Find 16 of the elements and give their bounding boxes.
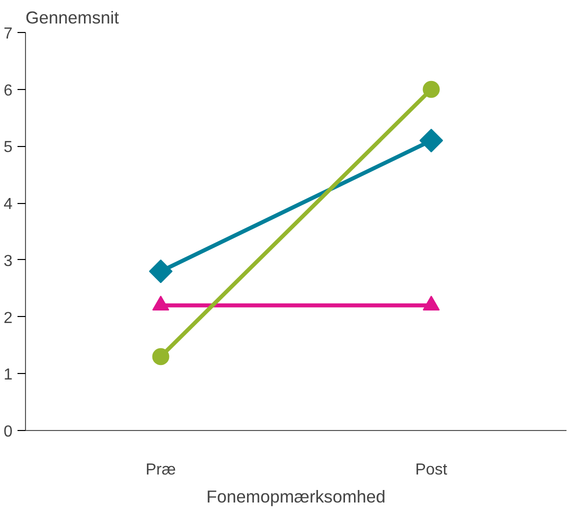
x-tick-label: Post [415, 462, 448, 478]
y-tick-label: 6 [4, 82, 13, 100]
y-tick-label: 3 [4, 252, 13, 270]
point [419, 128, 444, 152]
x-tick-label: Præ [146, 462, 176, 478]
y-axis-title: Gennemsnit [26, 8, 120, 28]
y-tick-label: 4 [4, 196, 13, 214]
y-tick-label: 2 [4, 310, 13, 327]
point [152, 348, 170, 366]
x-axis-title: Fonemopmærksomhed [206, 486, 386, 506]
y-tick-label: 1 [4, 366, 13, 384]
y-tick-label: 0 [4, 424, 13, 440]
point [148, 259, 173, 284]
y-tick-label: 7 [4, 26, 13, 42]
point [422, 80, 440, 98]
y-tick-label: 5 [4, 139, 13, 156]
